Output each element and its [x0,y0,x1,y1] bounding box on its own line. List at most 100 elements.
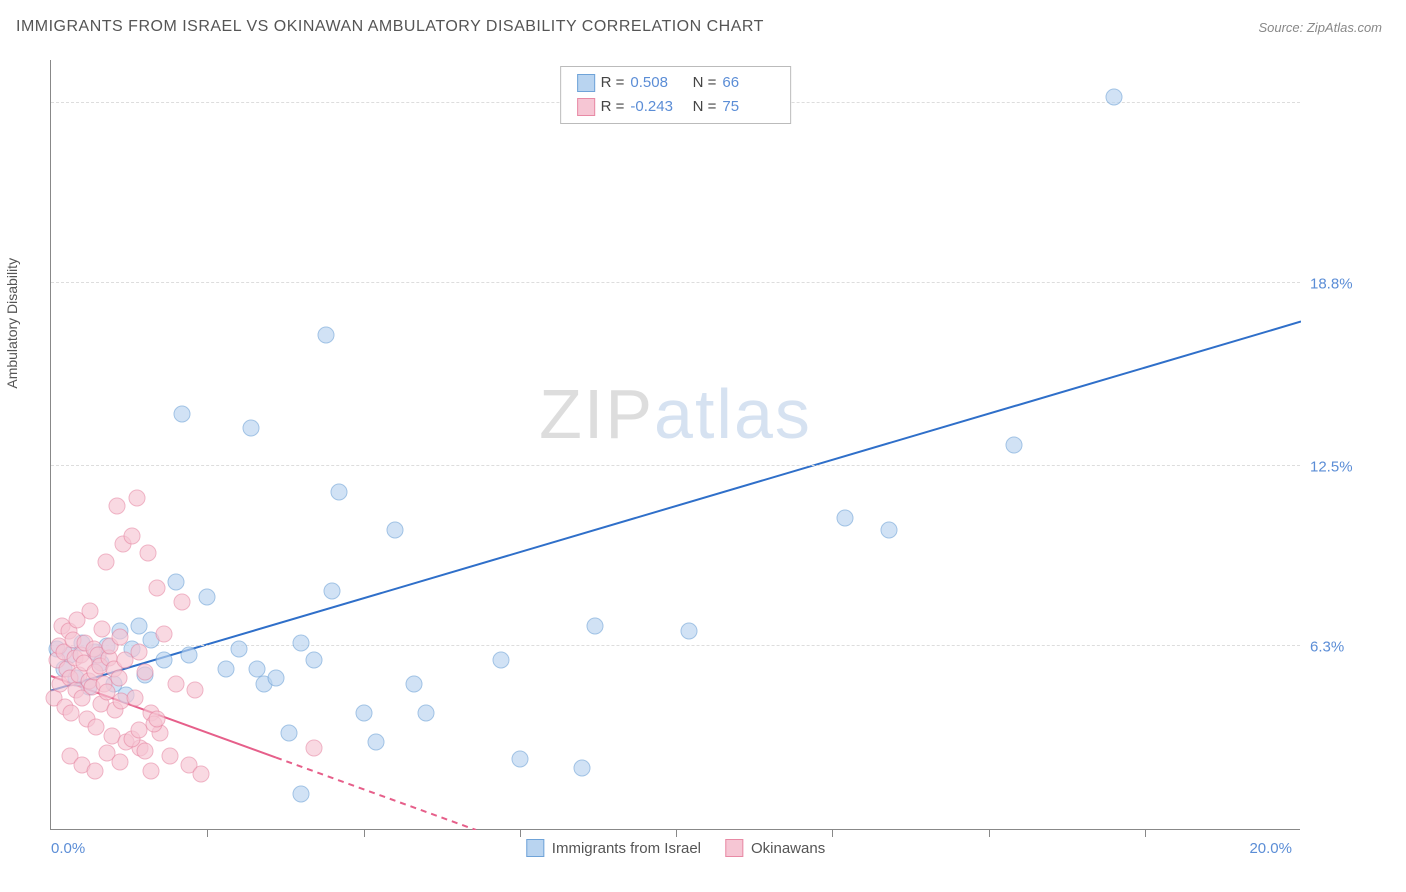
scatter-point [230,640,247,657]
watermark-atlas: atlas [654,375,812,453]
scatter-point [355,704,372,721]
x-tick-mark [364,829,365,837]
x-tick-mark [1145,829,1146,837]
legend-series: Immigrants from Israel Okinawans [526,839,825,857]
scatter-point [199,588,216,605]
scatter-point [111,629,128,646]
scatter-point [318,327,335,344]
scatter-point [305,739,322,756]
legend-series-label: Okinawans [751,840,825,857]
legend-n-key: N = [688,95,716,119]
x-tick-mark [676,829,677,837]
scatter-point [155,652,172,669]
chart-title: IMMIGRANTS FROM ISRAEL VS OKINAWAN AMBUL… [16,18,764,36]
scatter-point [149,710,166,727]
legend-n-value: 66 [722,71,774,95]
scatter-point [186,681,203,698]
legend-series-item: Immigrants from Israel [526,839,701,857]
scatter-point [324,582,341,599]
scatter-point [63,704,80,721]
legend-r-key: R = [601,71,625,95]
scatter-point [130,643,147,660]
legend-swatch [577,74,595,92]
y-axis-label: Ambulatory Disability [4,258,20,389]
scatter-point [98,553,115,570]
scatter-point [243,420,260,437]
gridline-h [51,465,1300,466]
scatter-point [129,489,146,506]
x-tick-max: 20.0% [1249,840,1292,857]
scatter-point [405,675,422,692]
scatter-point [139,544,156,561]
scatter-point [293,786,310,803]
scatter-point [143,762,160,779]
gridline-h [51,282,1300,283]
scatter-point [130,722,147,739]
legend-stats: R =0.508 N =66R =-0.243 N =75 [560,66,792,124]
chart-source: Source: ZipAtlas.com [1258,20,1382,35]
legend-n-key: N = [688,71,716,95]
legend-r-key: R = [601,95,625,119]
scatter-point [108,498,125,515]
scatter-point [130,617,147,634]
legend-n-value: 75 [722,95,774,119]
y-tick-label: 6.3% [1310,638,1398,655]
scatter-point [155,626,172,643]
x-tick-mark [989,829,990,837]
scatter-point [136,664,153,681]
scatter-point [180,646,197,663]
legend-r-value: 0.508 [630,71,682,95]
scatter-point [88,719,105,736]
scatter-point [680,623,697,640]
scatter-point [161,748,178,765]
scatter-point [280,725,297,742]
legend-stat-row: R =0.508 N =66 [577,71,775,95]
scatter-point [330,483,347,500]
scatter-point [218,661,235,678]
scatter-point [174,594,191,611]
scatter-point [511,751,528,768]
scatter-point [1105,88,1122,105]
plot-area: ZIPatlas R =0.508 N =66R =-0.243 N =75 I… [50,60,1300,830]
scatter-point [193,765,210,782]
watermark: ZIPatlas [539,374,812,454]
legend-swatch [526,839,544,857]
scatter-point [368,733,385,750]
scatter-point [305,652,322,669]
scatter-point [836,510,853,527]
legend-swatch [725,839,743,857]
y-tick-label: 12.5% [1310,458,1398,475]
scatter-point [293,635,310,652]
scatter-point [418,704,435,721]
scatter-point [1005,437,1022,454]
scatter-point [174,405,191,422]
scatter-point [586,617,603,634]
scatter-point [493,652,510,669]
scatter-point [111,754,128,771]
watermark-zip: ZIP [539,375,654,453]
legend-series-label: Immigrants from Israel [552,840,701,857]
scatter-point [386,521,403,538]
legend-stat-row: R =-0.243 N =75 [577,95,775,119]
scatter-point [168,574,185,591]
legend-series-item: Okinawans [725,839,825,857]
scatter-point [86,762,103,779]
legend-r-value: -0.243 [630,95,682,119]
scatter-point [268,669,285,686]
legend-swatch [577,98,595,116]
scatter-point [110,669,127,686]
x-tick-mark [832,829,833,837]
scatter-point [127,690,144,707]
x-tick-min: 0.0% [51,840,85,857]
scatter-point [149,579,166,596]
x-tick-mark [207,829,208,837]
scatter-point [81,603,98,620]
x-tick-mark [520,829,521,837]
y-tick-label: 18.8% [1310,275,1398,292]
trend-lines [51,60,1301,830]
scatter-point [136,742,153,759]
scatter-point [574,759,591,776]
scatter-point [168,675,185,692]
scatter-point [880,521,897,538]
scatter-point [124,527,141,544]
